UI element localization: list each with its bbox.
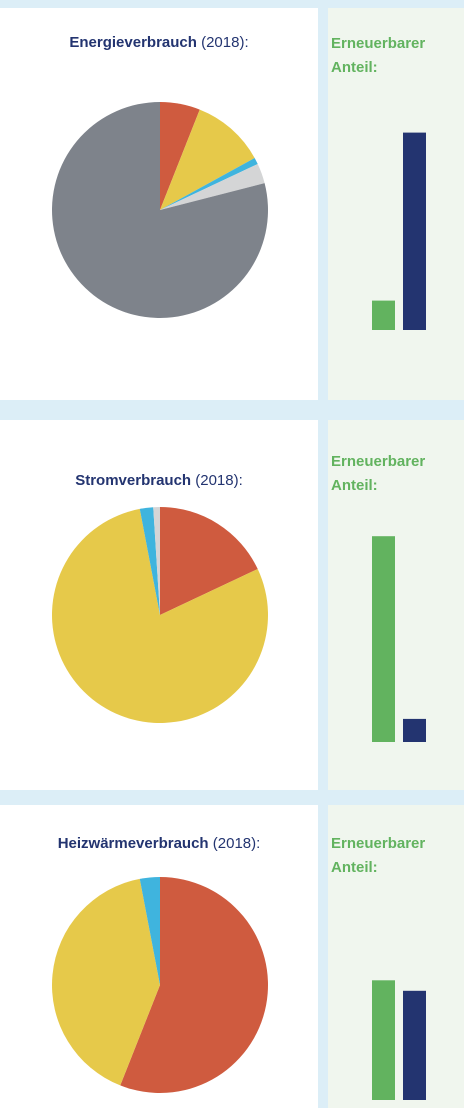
pie-slice <box>139 877 160 985</box>
bar-title: Erneuerbarer Anteil: <box>331 835 426 876</box>
bar <box>372 536 395 742</box>
pie-title: Heizwärmeverbrauch (2018): <box>57 835 261 852</box>
bar <box>403 132 426 330</box>
panel <box>328 805 464 1108</box>
pie-title: Energieverbrauch (2018): <box>69 34 249 51</box>
pie-slice <box>52 508 268 723</box>
panel <box>328 420 464 790</box>
bar <box>372 300 395 330</box>
bar <box>403 718 426 742</box>
bar-title: Erneuerbarer Anteil: <box>331 453 426 494</box>
pie-slice <box>160 102 200 210</box>
pie-slice <box>120 877 269 1093</box>
pie-slice <box>160 164 265 210</box>
bar-title: Erneuerbarer Anteil: <box>331 35 426 76</box>
pie-slice <box>139 507 160 615</box>
pie-slice <box>153 507 160 615</box>
pie-title: Stromverbrauch (2018): <box>75 472 243 489</box>
pie-slice <box>160 507 258 615</box>
bar <box>403 990 426 1100</box>
pie-slice <box>52 878 161 1086</box>
panel <box>328 8 464 400</box>
pie-slice <box>160 109 255 210</box>
pie-slice <box>52 102 269 318</box>
pie-slice <box>160 157 258 210</box>
bar <box>372 980 395 1100</box>
